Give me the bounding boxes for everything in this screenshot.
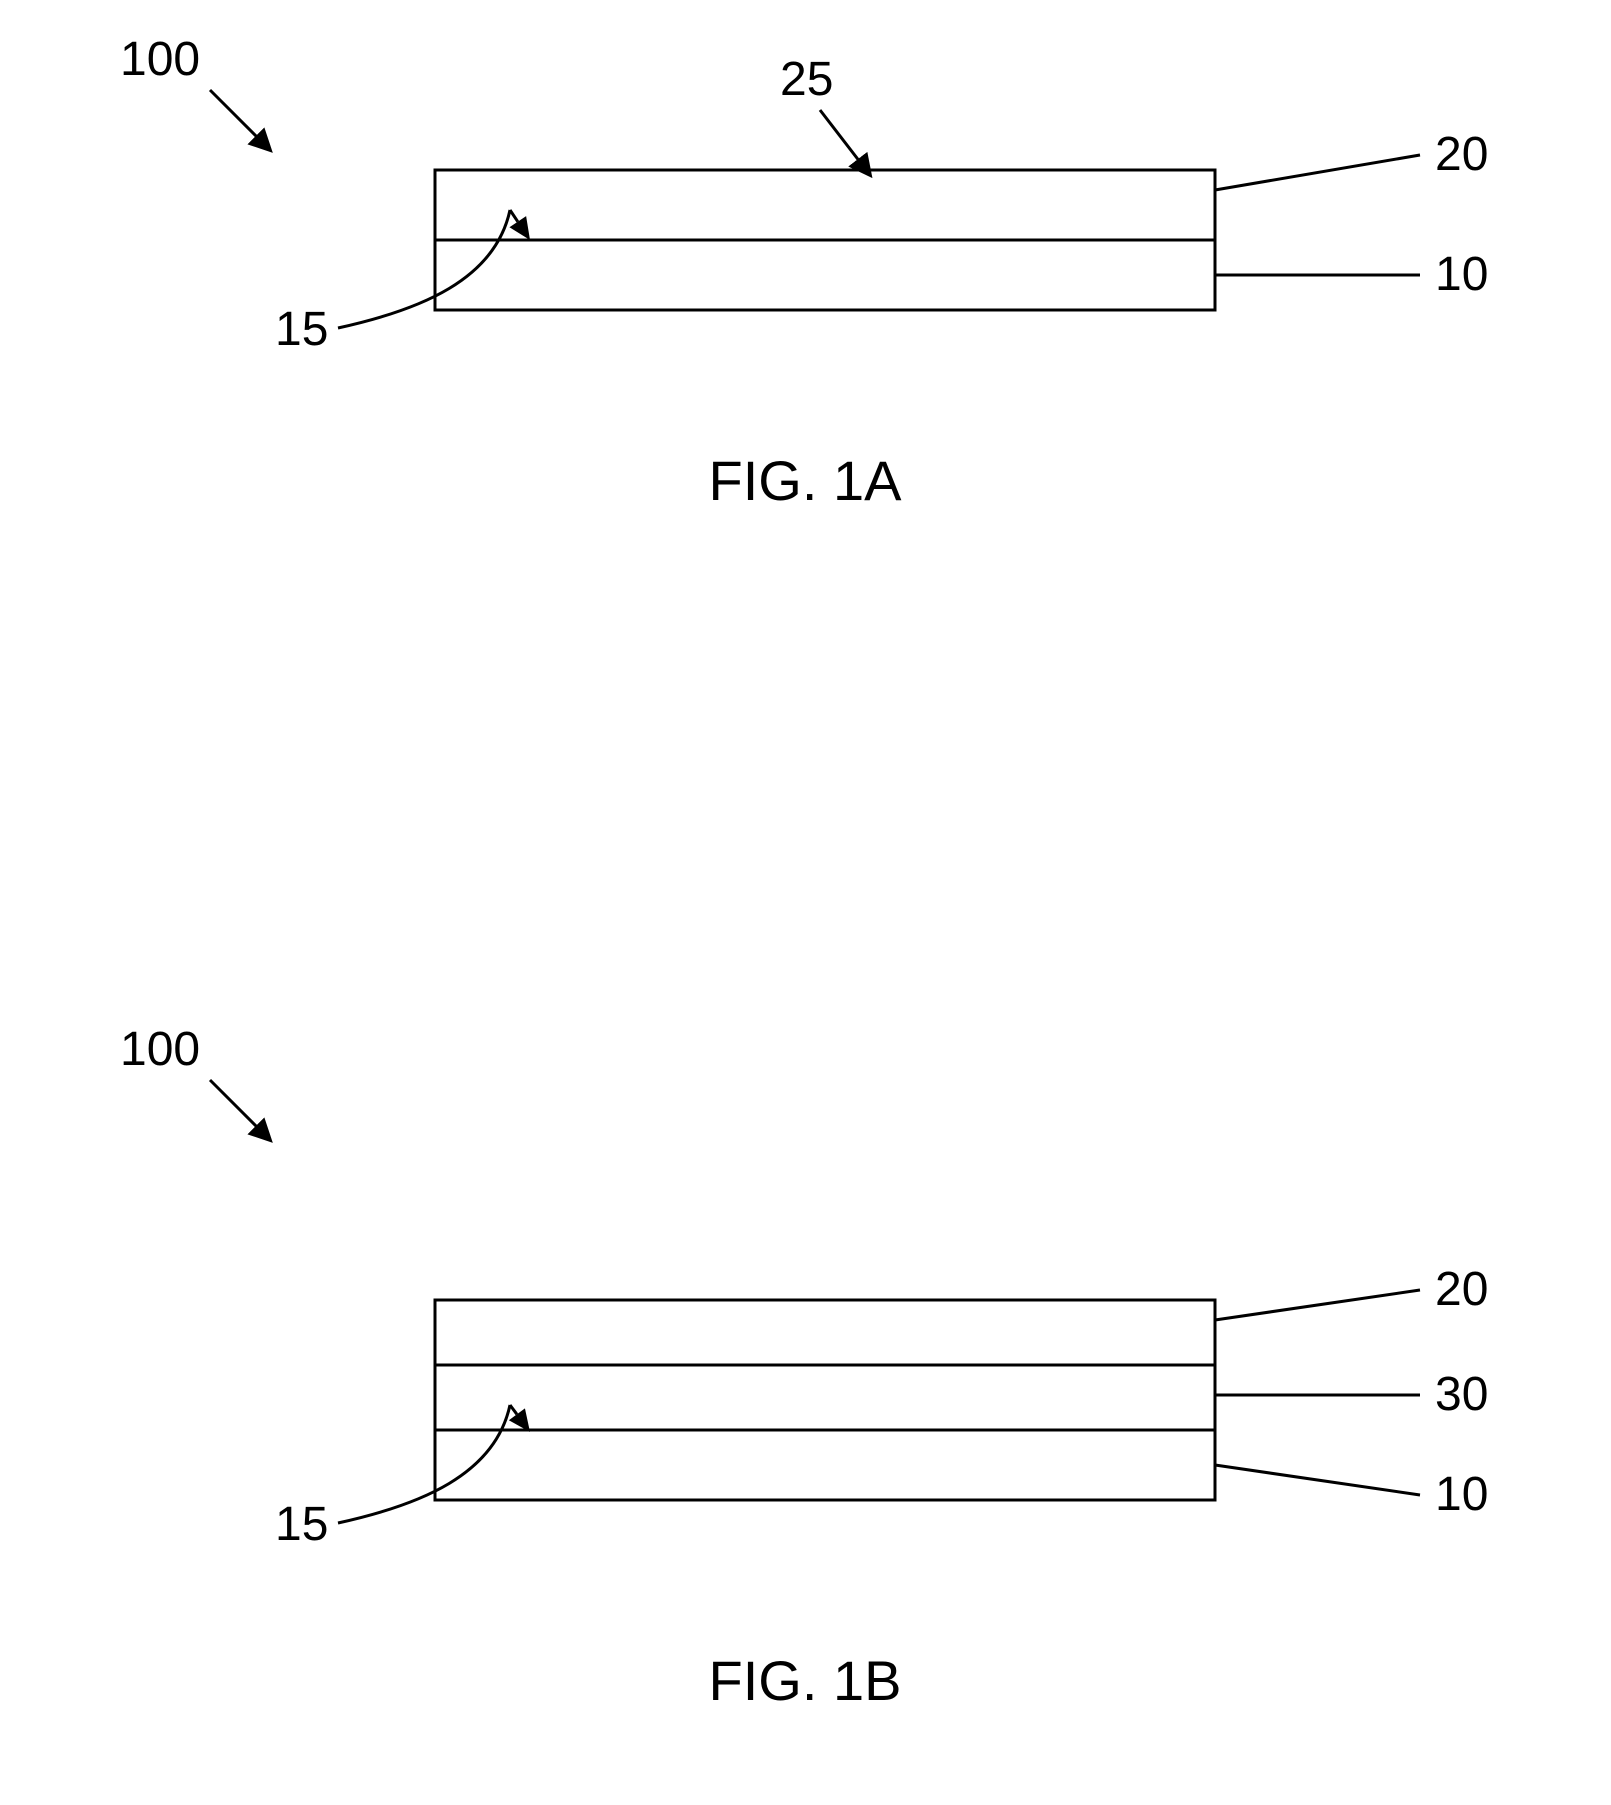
layer-10	[435, 1430, 1215, 1500]
fig-a-interface-label: 15	[275, 303, 328, 356]
fig-a-interface-arrow-stem	[510, 210, 518, 222]
fig-b-leader-label-10: 10	[1435, 1468, 1488, 1521]
fig-b-leader-label-30: 30	[1435, 1368, 1488, 1421]
fig-b-interface-arrow	[338, 1405, 510, 1523]
fig-a-leader-label-10: 10	[1435, 248, 1488, 301]
fig-a-leader-label-20: 20	[1435, 128, 1488, 181]
fig-a-stack	[435, 170, 1215, 310]
fig-b-assembly-arrow	[210, 1080, 270, 1140]
fig-b-leader-label-20: 20	[1435, 1263, 1488, 1316]
fig-a-caption: FIG. 1A	[709, 449, 903, 512]
fig-a-leader-20	[1215, 155, 1420, 190]
fig-b-leader-10	[1215, 1465, 1420, 1495]
layer-20	[435, 170, 1215, 240]
layer-10	[435, 240, 1215, 310]
fig-b-caption: FIG. 1B	[709, 1649, 902, 1712]
fig-b-assembly-label: 100	[120, 1023, 200, 1076]
layer-20	[435, 1300, 1215, 1365]
fig-a-assembly-label: 100	[120, 33, 200, 86]
fig-a-top-label: 25	[780, 53, 833, 106]
fig-b-interface-arrow-head	[509, 1408, 530, 1432]
fig-b-leader-20	[1215, 1290, 1420, 1320]
fig-b-stack	[435, 1300, 1215, 1500]
fig-b-interface-arrow-stem	[510, 1405, 517, 1414]
fig-a-top-arrow	[820, 110, 870, 175]
fig-b-interface-label: 15	[275, 1498, 328, 1551]
fig-a-assembly-arrow	[210, 90, 270, 150]
layer-30	[435, 1365, 1215, 1430]
fig-a-interface-arrow-head	[509, 216, 530, 240]
